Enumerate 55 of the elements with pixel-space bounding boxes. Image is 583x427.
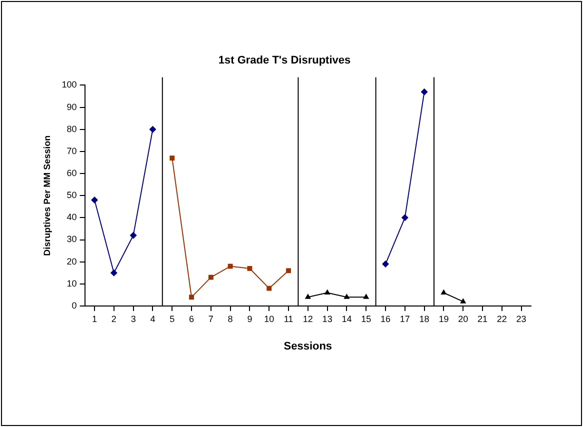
- x-tick-label: 12: [302, 314, 313, 324]
- x-tick-label: 15: [361, 314, 372, 324]
- point: [401, 214, 408, 222]
- x-tick-label: 21: [477, 314, 488, 324]
- y-tick-label: 50: [66, 190, 77, 200]
- x-tick-label: 1: [92, 314, 98, 324]
- point: [266, 286, 272, 291]
- x-tick-label: 7: [208, 314, 214, 324]
- point: [286, 268, 291, 274]
- x-tick-label: 17: [400, 314, 410, 324]
- x-tick-label: 6: [189, 314, 194, 324]
- x-tick-label: 9: [247, 314, 252, 324]
- x-tick-label: 23: [516, 314, 526, 324]
- point: [189, 294, 194, 300]
- y-axis-title: Disruptives Per MM Session: [42, 135, 52, 256]
- y-tick-label: 60: [66, 168, 77, 178]
- x-tick-label: 3: [130, 314, 136, 324]
- y-tick-label: 30: [66, 234, 77, 244]
- x-tick-label: 14: [342, 314, 352, 324]
- point: [170, 156, 175, 161]
- x-tick-label: 11: [284, 314, 294, 324]
- point: [420, 88, 428, 96]
- y-tick-label: 10: [66, 278, 77, 288]
- point: [208, 274, 214, 280]
- y-tick-label: 80: [66, 124, 77, 134]
- x-tick-label: 16: [380, 314, 391, 324]
- x-tick-label: 4: [150, 314, 156, 324]
- x-axis-title: Sessions: [284, 340, 332, 352]
- chart-title: 1st Grade T's Disruptives: [218, 54, 351, 67]
- y-tick-label: 0: [72, 300, 77, 310]
- y-tick-label: 70: [66, 146, 77, 156]
- x-tick-label: 22: [496, 314, 507, 324]
- point: [382, 260, 390, 268]
- x-tick-label: 18: [419, 314, 430, 324]
- y-tick-label: 40: [66, 212, 77, 222]
- point: [247, 266, 252, 271]
- x-tick-label: 2: [111, 314, 116, 324]
- x-tick-label: 10: [264, 314, 274, 324]
- x-tick-label: 5: [170, 314, 175, 324]
- y-tick-label: 20: [66, 256, 77, 266]
- point: [344, 294, 350, 299]
- x-tick-label: 13: [322, 314, 332, 324]
- point: [130, 232, 137, 239]
- point: [363, 294, 370, 299]
- x-tick-label: 20: [458, 314, 468, 324]
- y-tick-label: 90: [66, 102, 77, 112]
- point: [149, 126, 156, 133]
- y-tick-label: 100: [62, 80, 77, 90]
- point: [324, 289, 330, 294]
- point: [228, 264, 233, 269]
- point: [304, 294, 311, 299]
- x-tick-label: 8: [228, 314, 233, 324]
- point: [110, 269, 118, 276]
- point: [91, 196, 98, 204]
- x-tick-label: 19: [438, 314, 449, 324]
